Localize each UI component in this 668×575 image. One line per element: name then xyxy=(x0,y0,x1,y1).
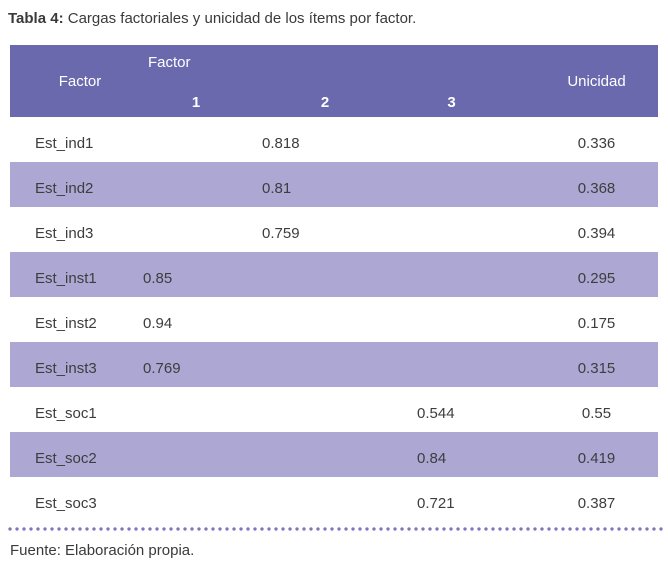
table-row: Est_inst3 0.769 0.315 xyxy=(10,342,658,387)
cell-factor-3 xyxy=(398,226,505,234)
header-unicidad-column: Unicidad xyxy=(567,72,626,90)
dotted-divider xyxy=(8,527,664,531)
header-factor-group: Factor 1 2 3 xyxy=(140,45,505,117)
table-row: Est_inst1 0.85 0.295 xyxy=(10,252,658,297)
cell-factor-1: 0.94 xyxy=(143,315,173,332)
table-row: Est_soc1 0.544 0.55 xyxy=(10,387,658,432)
cell-factor-3 xyxy=(398,136,505,144)
cell-factor-3: 0.544 xyxy=(417,405,455,422)
table-row: Est_inst2 0.94 0.175 xyxy=(10,297,658,342)
cell-factor-1 xyxy=(140,451,252,459)
row-item-label: Est_ind2 xyxy=(35,180,94,197)
table-row: Est_soc2 0.84 0.419 xyxy=(10,432,658,477)
header-subcolumns: 1 2 3 xyxy=(140,94,505,111)
cell-unicidad: 0.387 xyxy=(577,495,616,512)
header-subcol-2: 2 xyxy=(320,94,330,111)
row-item-label: Est_ind3 xyxy=(35,225,94,242)
cell-unicidad: 0.336 xyxy=(577,135,616,152)
cell-factor-3 xyxy=(398,271,505,279)
cell-factor-2 xyxy=(252,451,398,459)
table-body: Est_ind1 0.818 0.336 Est_ind2 0.81 0.368… xyxy=(10,117,658,522)
header-factor-group-label: Factor xyxy=(148,54,191,71)
table-row: Est_ind2 0.81 0.368 xyxy=(10,162,658,207)
cell-factor-2: 0.81 xyxy=(262,180,292,197)
table-caption-number: Tabla 4: xyxy=(8,10,64,27)
cell-factor-2 xyxy=(252,271,398,279)
header-subcol-1: 1 xyxy=(191,94,201,111)
row-item-label: Est_soc2 xyxy=(35,450,97,467)
row-item-label: Est_inst1 xyxy=(35,270,97,287)
table-caption: Tabla 4: Cargas factoriales y unicidad d… xyxy=(8,9,416,28)
cell-unicidad: 0.55 xyxy=(581,405,612,422)
table-row: Est_ind1 0.818 0.336 xyxy=(10,117,658,162)
cell-factor-2 xyxy=(252,361,398,369)
header-factor-column: Factor xyxy=(58,72,102,90)
cell-factor-2: 0.759 xyxy=(262,225,300,242)
cell-unicidad: 0.394 xyxy=(577,225,616,242)
cell-factor-3 xyxy=(398,316,505,324)
cell-factor-1: 0.769 xyxy=(143,360,181,377)
cell-factor-2 xyxy=(252,406,398,414)
cell-factor-2: 0.818 xyxy=(262,135,300,152)
row-item-label: Est_inst3 xyxy=(35,360,97,377)
row-item-label: Est_inst2 xyxy=(35,315,97,332)
cell-factor-3 xyxy=(398,361,505,369)
cell-unicidad: 0.315 xyxy=(577,360,616,377)
source-note: Fuente: Elaboración propia. xyxy=(10,542,195,559)
cell-unicidad: 0.368 xyxy=(577,180,616,197)
cell-factor-1 xyxy=(140,181,252,189)
cell-factor-1 xyxy=(140,406,252,414)
factor-loadings-table: Factor Factor 1 2 3 Unicidad Est_ind1 0.… xyxy=(10,45,658,522)
cell-unicidad: 0.295 xyxy=(577,270,616,287)
cell-factor-3: 0.84 xyxy=(417,450,447,467)
header-subcol-3: 3 xyxy=(447,94,456,111)
cell-factor-1 xyxy=(140,226,252,234)
row-item-label: Est_soc3 xyxy=(35,495,97,512)
table-caption-text: Cargas factoriales y unicidad de los íte… xyxy=(67,10,417,27)
cell-factor-1 xyxy=(140,136,252,144)
cell-factor-1: 0.85 xyxy=(143,270,173,287)
cell-factor-2 xyxy=(252,496,398,504)
table-row: Est_soc3 0.721 0.387 xyxy=(10,477,658,522)
cell-factor-1 xyxy=(140,496,252,504)
cell-factor-3 xyxy=(398,181,505,189)
row-item-label: Est_ind1 xyxy=(35,135,94,152)
table-header: Factor Factor 1 2 3 Unicidad xyxy=(10,45,658,117)
cell-unicidad: 0.175 xyxy=(577,315,616,332)
cell-unicidad: 0.419 xyxy=(577,450,616,467)
table-row: Est_ind3 0.759 0.394 xyxy=(10,207,658,252)
cell-factor-3: 0.721 xyxy=(417,495,455,512)
row-item-label: Est_soc1 xyxy=(35,405,97,422)
cell-factor-2 xyxy=(252,316,398,324)
